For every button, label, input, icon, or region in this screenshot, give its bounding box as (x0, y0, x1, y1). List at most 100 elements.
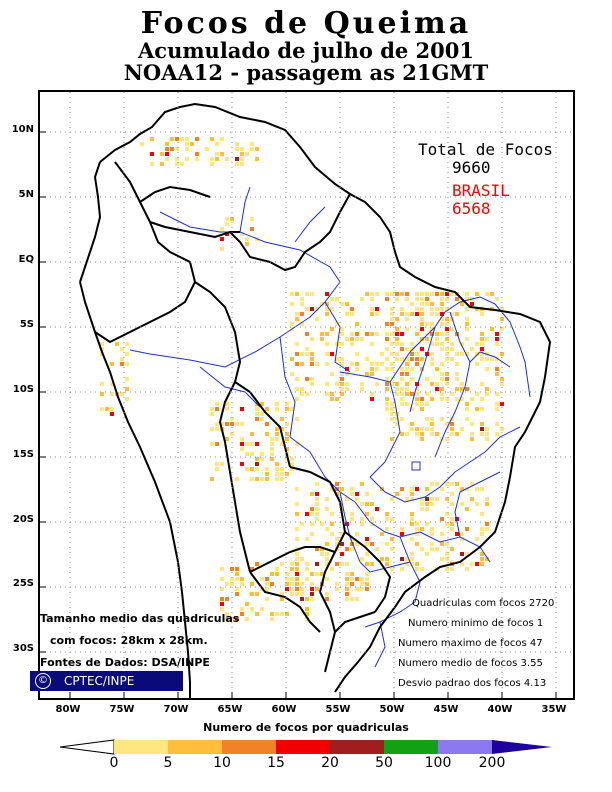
fire-cell (295, 527, 299, 531)
fire-cell (215, 142, 219, 146)
fire-cell (225, 422, 229, 426)
fire-cell (250, 227, 254, 231)
fire-cell (420, 527, 424, 531)
fire-cell (395, 357, 399, 361)
fire-cell (270, 582, 274, 586)
fire-cell (425, 377, 429, 381)
fire-cell (410, 562, 414, 566)
coastlines-borders (79, 102, 552, 698)
fire-cell (300, 587, 304, 591)
fire-cell (255, 562, 259, 566)
fire-cell (455, 377, 459, 381)
fire-cell (410, 517, 414, 521)
fire-cell (425, 417, 429, 421)
fire-cell (275, 402, 279, 406)
fire-cell (210, 157, 214, 161)
fire-cell (340, 357, 344, 361)
fire-cell (435, 382, 439, 386)
fire-cell (410, 392, 414, 396)
fire-cell (310, 292, 314, 296)
map-title: Focos de Queima (140, 6, 472, 41)
fire-cell (390, 307, 394, 311)
fire-cell (385, 402, 389, 406)
fire-cell (480, 332, 484, 336)
fire-cell (395, 327, 399, 331)
total-value: 9660 (452, 158, 491, 177)
fire-cell (225, 437, 229, 441)
fire-cell (405, 402, 409, 406)
fire-cell (415, 522, 419, 526)
fire-cell (410, 492, 414, 496)
fire-cell (345, 577, 349, 581)
fire-cell (210, 477, 214, 481)
fire-cell (285, 402, 289, 406)
fire-cell (355, 597, 359, 601)
fire-cell (395, 337, 399, 341)
fire-cell (425, 497, 429, 501)
fire-cell (425, 392, 429, 396)
fire-cell (425, 292, 429, 296)
fire-cell (275, 437, 279, 441)
fire-cell (440, 342, 444, 346)
fire-cell (305, 292, 309, 296)
fire-cell (425, 502, 429, 506)
fire-cell (365, 492, 369, 496)
fire-cell (390, 547, 394, 551)
fire-cell (300, 297, 304, 301)
fire-cell (445, 542, 449, 546)
legend-swatch (438, 740, 492, 754)
legend-min-arrow (59, 739, 115, 755)
fire-cell (210, 162, 214, 166)
fire-cell (385, 382, 389, 386)
fire-cell (315, 562, 319, 566)
fire-cell (240, 147, 244, 151)
fire-cell (325, 542, 329, 546)
fire-cell (420, 367, 424, 371)
lat-label-5s: 5S (19, 319, 34, 330)
fire-cell (325, 577, 329, 581)
fire-cell (210, 412, 214, 416)
fire-cell (500, 317, 504, 321)
fire-cell (410, 422, 414, 426)
fire-cell (290, 357, 294, 361)
fire-cell (350, 572, 354, 576)
lat-label-25s: 25S (12, 578, 34, 589)
fire-cell (390, 567, 394, 571)
fire-cell (390, 382, 394, 386)
fire-cell (400, 392, 404, 396)
fire-cell (240, 462, 244, 466)
fire-cell (300, 557, 304, 561)
fire-cell (305, 352, 309, 356)
fire-cell (445, 567, 449, 571)
fire-cell (185, 137, 189, 141)
fire-cell (305, 577, 309, 581)
fire-cell (350, 542, 354, 546)
fire-cell (340, 302, 344, 306)
fire-cell (445, 422, 449, 426)
statistics-box: Quadriculas com focos 2720 Numero minimo… (398, 594, 554, 694)
fire-cell (405, 357, 409, 361)
fire-cell (405, 297, 409, 301)
fire-cell (295, 502, 299, 506)
fire-cell (395, 417, 399, 421)
fire-cell (120, 392, 124, 396)
fire-cell (250, 442, 254, 446)
fire-cell (430, 327, 434, 331)
fire-cell (440, 372, 444, 376)
fire-cell (295, 587, 299, 591)
fire-cell (260, 412, 264, 416)
fire-cell (405, 327, 409, 331)
fire-cell (390, 537, 394, 541)
fire-cell (310, 337, 314, 341)
fire-cell (480, 357, 484, 361)
fire-cell (270, 457, 274, 461)
fire-cell (480, 422, 484, 426)
fire-cell (370, 312, 374, 316)
fire-cell (360, 337, 364, 341)
fire-cell (295, 592, 299, 596)
fire-cell (265, 467, 269, 471)
legend-title: Numero de focos por quadriculas (203, 721, 409, 734)
fire-cell (315, 307, 319, 311)
fire-cell (370, 297, 374, 301)
fire-cell (415, 542, 419, 546)
